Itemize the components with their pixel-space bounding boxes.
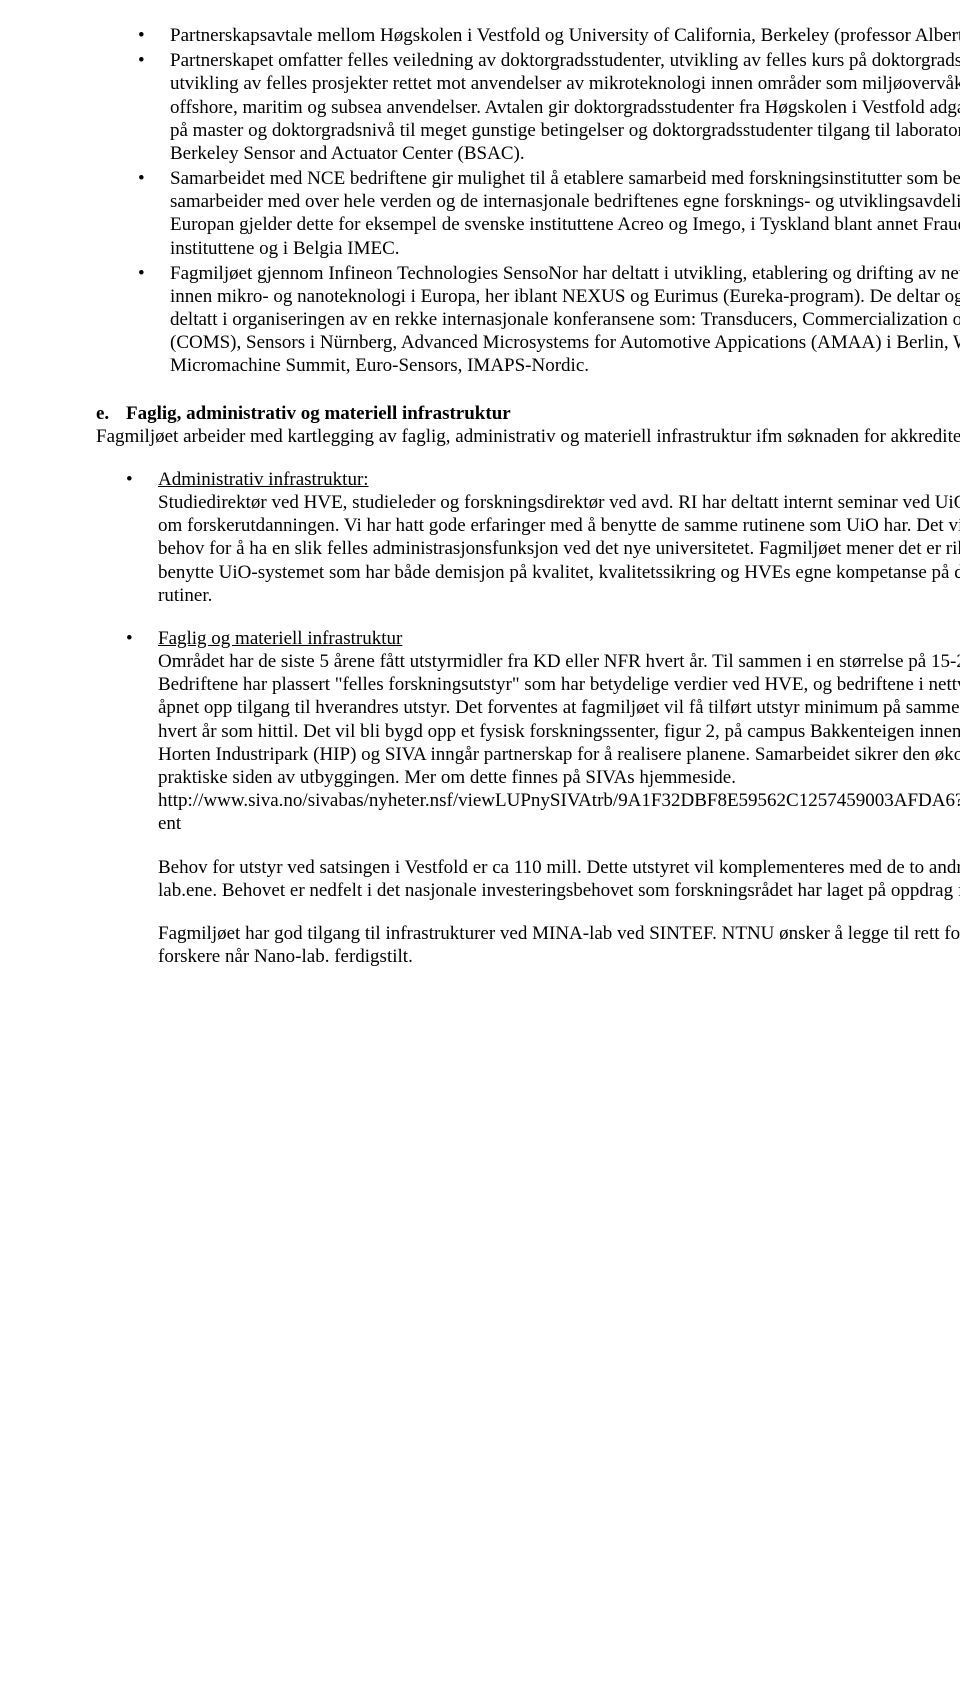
list-item: Administrativ infrastruktur: Studiedirek… (126, 468, 960, 607)
section-bullet-list: Administrativ infrastruktur: Studiedirek… (126, 468, 960, 968)
item-lead: Administrativ infrastruktur: (158, 469, 369, 490)
section-letter: e. (96, 402, 126, 425)
list-item: Faglig og materiell infrastruktur Område… (126, 627, 960, 968)
list-item-text: Fagmiljøet gjennom Infineon Technologies… (170, 263, 960, 377)
list-item-text: Partnerskapsavtale mellom Høgskolen i Ve… (170, 25, 960, 46)
section-intro: Fagmiljøet arbeider med kartlegging av f… (96, 425, 960, 448)
list-item: Samarbeidet med NCE bedriftene gir mulig… (138, 167, 960, 260)
spacer (158, 836, 960, 856)
list-item: Fagmiljøet gjennom Infineon Technologies… (138, 262, 960, 378)
item-body: Studiedirektør ved HVE, studieleder og f… (158, 491, 960, 607)
item-body: Området har de siste 5 årene fått utstyr… (158, 650, 960, 789)
item-paragraph: Fagmiljøet har god tilgang til infrastru… (158, 922, 960, 968)
spacer (158, 902, 960, 922)
item-lead: Faglig og materiell infrastruktur (158, 628, 402, 649)
list-item-text: Partnerskapet omfatter felles veiledning… (170, 50, 960, 164)
section-title: Faglig, administrativ og materiell infra… (126, 403, 511, 424)
item-link: http://www.siva.no/sivabas/nyheter.nsf/v… (158, 789, 960, 835)
section-heading: e.Faglig, administrativ og materiell inf… (96, 402, 960, 425)
top-bullet-list: Partnerskapsavtale mellom Høgskolen i Ve… (138, 24, 960, 378)
list-item: Partnerskapet omfatter felles veiledning… (138, 49, 960, 165)
item-paragraph: Behov for utstyr ved satsingen i Vestfol… (158, 856, 960, 902)
list-item: Partnerskapsavtale mellom Høgskolen i Ve… (138, 24, 960, 47)
page-number: 11 (96, 1004, 960, 1027)
list-item-text: Samarbeidet med NCE bedriftene gir mulig… (170, 168, 960, 259)
